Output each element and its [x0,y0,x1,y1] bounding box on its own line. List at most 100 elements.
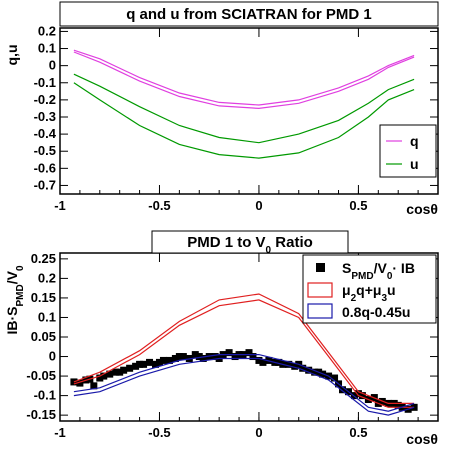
data-point [354,390,362,398]
data-point [155,358,163,366]
x-axis-title-bottom: cosθ [406,431,438,447]
x-tick-label-bottom: 0 [255,425,262,440]
legend-box-top [379,124,437,178]
data-point [175,353,183,361]
title-box-top [59,1,439,27]
y-tick-label-top: 0 [49,58,56,73]
y-tick-label-top: -0.2 [34,92,56,107]
y-tick-label-bottom: -0.05 [26,368,56,383]
legend-swatch-data [316,263,325,272]
x-tick-label-bottom: -1 [54,425,66,440]
data-point [249,353,257,361]
data-point [331,374,339,382]
x-tick-label-top: -0.5 [148,198,170,213]
y-axis-title-top: q,u [4,45,20,66]
series-line-top [73,82,415,159]
data-point [299,364,307,372]
legend-label-model-blue: 0.8q-0.45u [342,304,410,320]
data-point [159,356,167,364]
series-line-top [73,73,415,144]
chart-title-top: q and u from SCIATRAN for PMD 1 [126,6,372,23]
data-point [255,356,263,364]
series-group-top [73,49,415,159]
series-line-bottom [73,293,415,404]
series-line-top [73,49,415,106]
x-tick-label-bottom: -0.5 [148,425,170,440]
legend-swatch-model-red [307,282,333,298]
title-box-bottom [151,230,349,254]
y-tick-label-top: -0.3 [34,109,56,124]
series-line-bottom [73,299,415,408]
data-point [171,354,179,362]
y-axis-title-bottom: IB·SPMD/V0 [4,265,26,334]
y-tick-label-top: -0.4 [34,126,57,141]
y-tick-label-top: 0.2 [38,23,56,38]
legend-label-q: q [410,133,419,149]
y-tick-label-bottom: 0.2 [38,270,56,285]
y-tick-label-top: -0.6 [34,160,56,175]
data-point [140,360,148,368]
data-point [305,366,313,374]
y-tick-label-bottom: 0.25 [31,251,56,266]
series-line-bottom [73,357,415,416]
data-point [259,358,267,366]
series-group-bottom [70,293,418,416]
x-tick-label-top: 0.5 [349,198,367,213]
series-line-top [73,51,415,110]
data-point [112,368,120,376]
x-tick-label-top: -1 [54,198,66,213]
data-point [339,386,347,394]
y-tick-label-bottom: 0.1 [38,309,56,324]
panel-bottom: PMD 1 to V0 Ratio IB·SPMD/V0 cosθ 0.250.… [4,230,439,447]
data-point [126,364,134,372]
data-point [100,372,108,380]
legend-top: q u [379,124,437,178]
y-tick-label-bottom: 0.05 [31,329,56,344]
y-tick-label-bottom: -0.15 [26,407,56,422]
data-point [132,362,140,370]
data-point [275,358,283,366]
data-point [410,403,418,411]
data-point [136,360,144,368]
data-point [76,379,84,387]
data-point [225,349,233,357]
series-line-bottom [73,354,415,412]
legend-label-u: u [410,156,419,172]
data-point [90,382,98,390]
y-tick-label-bottom: 0.15 [31,290,56,305]
y-tick-label-top: 0.1 [38,41,56,56]
data-point [151,360,159,368]
legend-bottom: SPMD/V0· IB μ2q+μ3u 0.8q-0.45u [302,254,437,324]
data-point [285,360,293,368]
y-tick-label-bottom: -0.1 [34,388,56,403]
data-point [116,368,124,376]
data-point [358,392,366,400]
data-point [106,370,114,378]
data-point [211,353,219,361]
data-point [245,349,253,357]
x-tick-label-bottom: 0.5 [349,425,367,440]
data-point [199,354,207,362]
y-tick-label-bottom: 0 [49,349,56,364]
data-point [165,356,173,364]
data-point [120,366,128,374]
data-point [96,374,104,382]
data-point [191,351,199,359]
chart-title-bottom: PMD 1 to V0 Ratio [187,234,313,256]
data-point [231,353,239,361]
panel-top: q and u from SCIATRAN for PMD 1 q,u cosθ… [4,1,439,217]
y-tick-label-top: -0.1 [34,75,56,90]
data-point [195,353,203,361]
data-point [146,358,154,366]
axis-ticks-bottom: 0.25 0.2 0.15 0.1 0.05 0 -0.05 -0.1 -0.15 -1 -0.5 0… [26,251,438,440]
x-axis-title-top: cosθ [406,201,438,217]
y-tick-label-top: -0.7 [34,177,56,192]
data-point [311,368,319,376]
data-point [179,353,187,361]
x-tick-label-top: 0 [255,198,262,213]
y-tick-label-top: -0.5 [34,143,56,158]
data-point [394,401,402,409]
axis-ticks-top: 0.2 0.1 0 -0.1 -0.2 -0.3 -0.4 -0.5 -0.6 -0.7 -1 -0.… [34,23,438,213]
data-point [291,362,299,370]
